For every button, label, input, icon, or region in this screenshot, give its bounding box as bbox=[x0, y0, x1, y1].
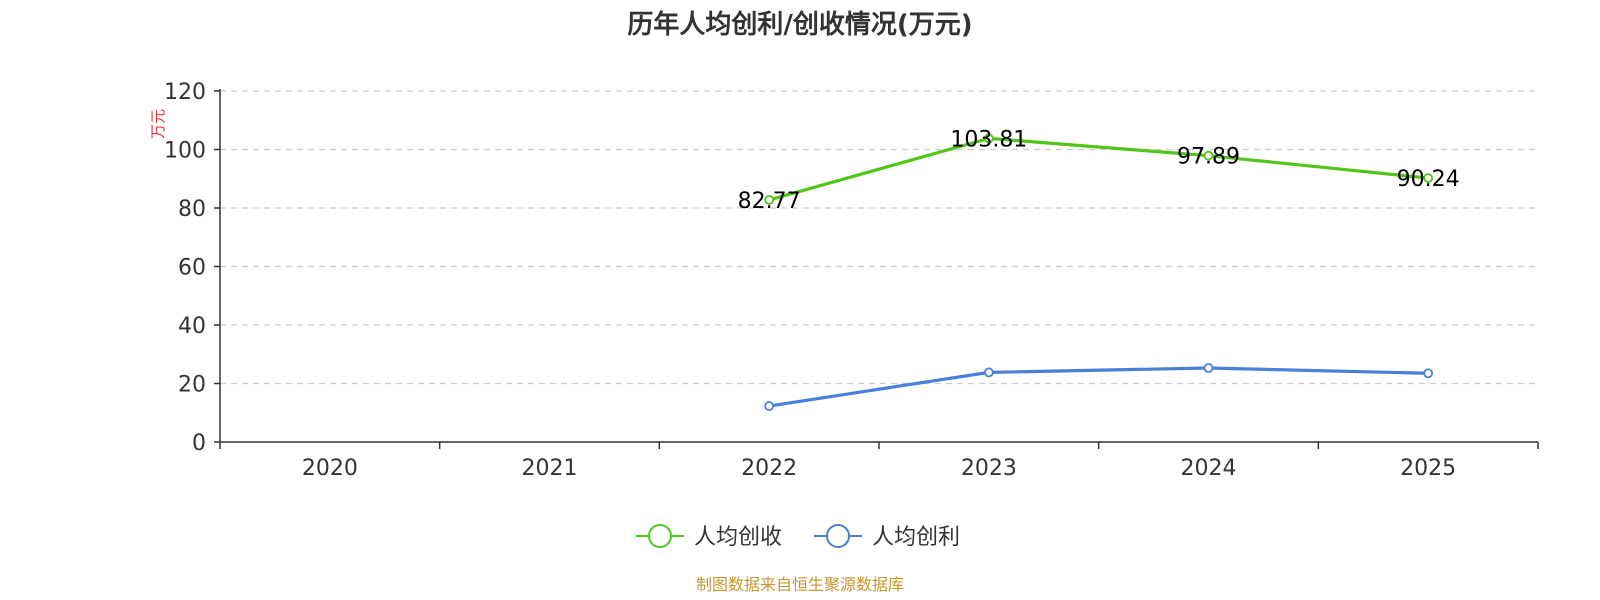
axes: 0 20 40 60 80 100 120 2020 2021 2022 2023 2024 2025 bbox=[164, 80, 1539, 481]
data-label: 90.24 bbox=[1397, 167, 1460, 192]
source-note: 制图数据来自恒生聚源数据库 bbox=[696, 575, 904, 594]
data-label: 103.81 bbox=[950, 127, 1027, 152]
data-point bbox=[1203, 150, 1214, 161]
series-line-2 bbox=[768, 366, 1429, 408]
data-point bbox=[983, 133, 994, 144]
y-tick-label: 20 bbox=[178, 373, 206, 398]
data-label: 82.77 bbox=[738, 189, 801, 214]
y-tick-label: 0 bbox=[192, 431, 206, 456]
legend-item-2[interactable]: 人均创利 bbox=[814, 524, 960, 550]
y-tick-label: 100 bbox=[164, 139, 206, 164]
data-point bbox=[764, 401, 775, 411]
grid-lines bbox=[220, 90, 1538, 385]
y-tick-label: 120 bbox=[164, 80, 206, 105]
legend[interactable]: 人均创收 人均创利 bbox=[636, 524, 960, 550]
data-point bbox=[764, 194, 775, 205]
x-tick-label: 2025 bbox=[1400, 456, 1456, 481]
y-tick-label: 60 bbox=[178, 256, 206, 281]
x-tick-label: 2020 bbox=[302, 456, 358, 481]
data-point bbox=[1423, 173, 1434, 183]
data-point bbox=[1203, 363, 1214, 373]
legend-item-1[interactable]: 人均创收 bbox=[636, 524, 782, 550]
data-point bbox=[983, 367, 994, 378]
y-axis-unit: 万元 bbox=[149, 109, 167, 139]
x-tick-label: 2023 bbox=[961, 456, 1017, 481]
legend-marker-icon bbox=[826, 524, 850, 548]
chart-title: 历年人均创利/创收情况(万元) bbox=[627, 9, 972, 40]
data-label: 97.89 bbox=[1177, 145, 1240, 170]
legend-label: 人均创利 bbox=[872, 525, 960, 550]
data-labels: 82.77 103.81 97.89 90.24 bbox=[738, 127, 1460, 214]
x-tick-label: 2024 bbox=[1181, 456, 1237, 481]
legend-marker-icon bbox=[648, 524, 672, 548]
x-tick-label: 2021 bbox=[522, 456, 578, 481]
y-tick-label: 80 bbox=[178, 197, 206, 222]
series-layer bbox=[764, 133, 1434, 411]
series-line-1 bbox=[768, 136, 1429, 202]
y-tick-label: 40 bbox=[178, 314, 206, 339]
x-tick-label: 2022 bbox=[741, 456, 797, 481]
data-point bbox=[1423, 368, 1434, 379]
legend-label: 人均创收 bbox=[694, 525, 782, 550]
